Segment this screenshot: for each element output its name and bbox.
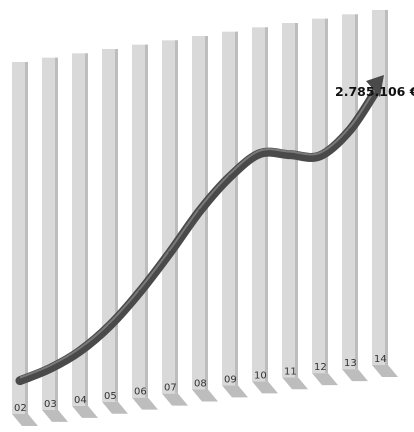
- tick-label-12: 12: [314, 362, 327, 373]
- value-annotation: 2.785.106 €: [335, 84, 414, 99]
- bar-foot-09: [222, 385, 248, 398]
- bar-09: [222, 31, 238, 386]
- bar-edge-12: [325, 18, 328, 374]
- bar-edge-06: [145, 44, 148, 398]
- bar-edge-10: [265, 27, 268, 382]
- bar-foot-11: [282, 377, 308, 390]
- tick-label-02: 02: [14, 403, 27, 414]
- series-point-03: [48, 367, 52, 371]
- series-point-11: [288, 153, 292, 157]
- bar-edge-11: [295, 23, 298, 378]
- series-point-06: [138, 290, 142, 294]
- bar-04: [72, 53, 88, 406]
- bar-foot-02: [12, 414, 38, 426]
- series-point-05: [108, 323, 112, 327]
- bar-edge-07: [175, 40, 178, 394]
- tick-label-10: 10: [254, 370, 267, 381]
- bar-edge-09: [235, 31, 238, 386]
- bar-11: [282, 23, 298, 378]
- tick-label-03: 03: [44, 399, 57, 410]
- series-point-13: [348, 128, 352, 132]
- tick-label-14: 14: [374, 354, 387, 365]
- series-point-02: [18, 379, 22, 383]
- bar-foot-12: [312, 373, 338, 386]
- tick-label-11: 11: [284, 366, 297, 377]
- tick-label-13: 13: [344, 358, 357, 369]
- bar-foot-08: [192, 389, 218, 402]
- tick-label-06: 06: [134, 387, 147, 398]
- bar-foot-04: [72, 405, 98, 418]
- tick-label-07: 07: [164, 383, 177, 394]
- bar-07: [162, 40, 178, 394]
- bar-foot-07: [162, 393, 188, 406]
- bar-edge-14: [385, 10, 388, 365]
- bar-edge-02: [25, 62, 28, 414]
- tick-label-08: 08: [194, 379, 207, 390]
- bar-foot-13: [342, 369, 368, 382]
- bar-12: [312, 18, 328, 374]
- series-point-10: [258, 152, 262, 156]
- bar-02: [12, 62, 28, 414]
- bar-edge-04: [85, 53, 88, 406]
- arrow-head: [366, 74, 384, 97]
- bar-edge-08: [205, 36, 208, 390]
- bar-03: [42, 57, 58, 410]
- bar-foot-05: [102, 401, 128, 414]
- series-point-07: [168, 250, 172, 254]
- bar-foot-10: [252, 381, 278, 394]
- series-ribbon-highlight: [19, 87, 377, 379]
- tick-label-05: 05: [104, 391, 117, 402]
- bar-10: [252, 27, 268, 382]
- bar-05: [102, 49, 118, 402]
- bar-foot-14: [372, 365, 398, 377]
- series-point-09: [228, 175, 232, 179]
- series-point-08: [198, 209, 202, 213]
- series-point-04: [78, 349, 82, 353]
- bar-edge-13: [355, 14, 358, 370]
- bar-foot-03: [42, 409, 68, 422]
- series-point-12: [318, 154, 322, 158]
- bar-foot-06: [132, 397, 158, 410]
- bar-13: [342, 14, 358, 370]
- tick-label-04: 04: [74, 395, 87, 406]
- bar-edge-03: [55, 57, 58, 410]
- tick-label-09: 09: [224, 374, 237, 385]
- bar-06: [132, 44, 148, 398]
- bar-edge-05: [115, 49, 118, 402]
